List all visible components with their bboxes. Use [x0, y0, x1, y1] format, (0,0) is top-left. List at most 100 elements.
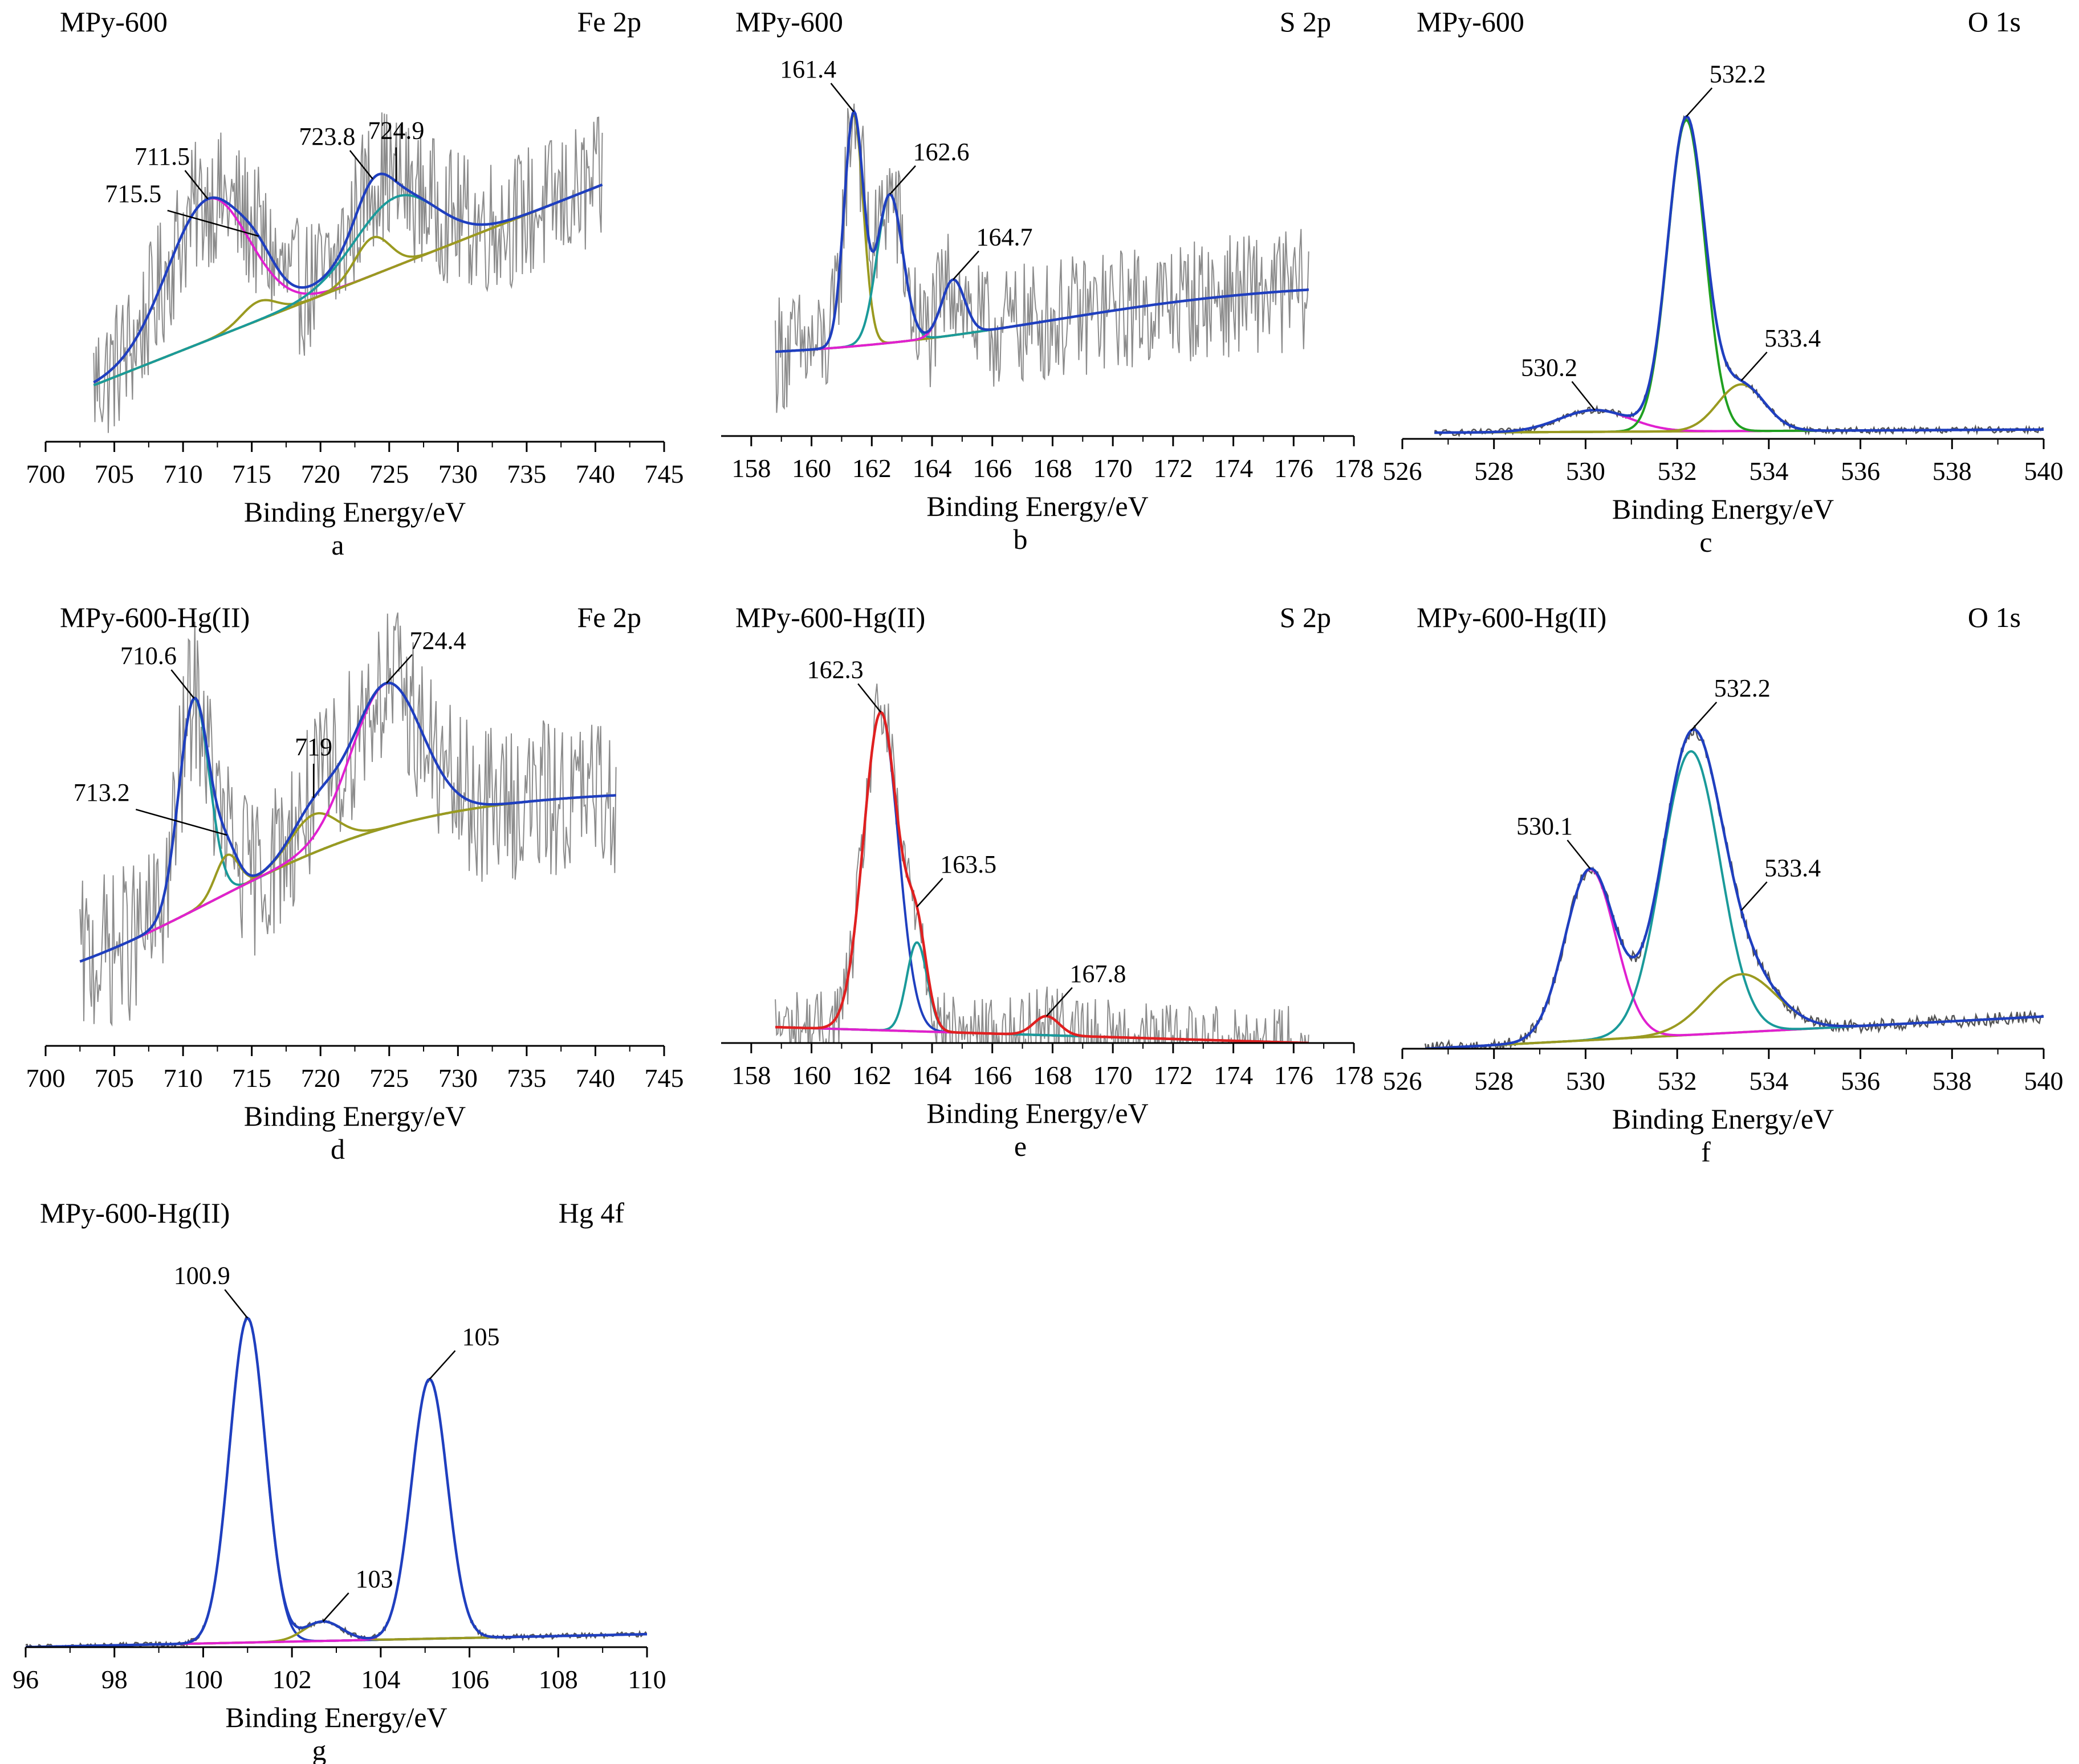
x-tick-label: 534 [1749, 1066, 1788, 1095]
plot-area [775, 683, 1309, 1043]
x-axis-label: Binding Energy/eV [926, 1097, 1148, 1129]
fit-peak-1 [1425, 750, 2044, 1049]
x-tick-label: 526 [1383, 1066, 1422, 1095]
x-tick-label: 108 [539, 1665, 578, 1694]
peak-annotation: 715.5 [105, 180, 161, 207]
x-axis-label: Binding Energy/eV [926, 490, 1148, 522]
annotation-leader [953, 250, 979, 280]
panel-letter: g [312, 1734, 327, 1764]
x-tick-label: 166 [973, 1061, 1012, 1090]
core-level-label: O 1s [1968, 6, 2021, 38]
sample-label: MPy-600-Hg(II) [60, 601, 250, 633]
peak-annotation: 533.4 [1764, 324, 1821, 352]
peak-annotation: 532.2 [1710, 60, 1766, 88]
x-tick-label: 106 [450, 1665, 489, 1694]
x-tick-label: 536 [1841, 457, 1880, 486]
x-tick-label: 172 [1153, 1061, 1193, 1090]
x-tick-label: 730 [438, 1064, 478, 1093]
peak-annotation: 533.4 [1764, 854, 1821, 882]
x-tick-label: 98 [101, 1665, 128, 1694]
x-tick-label: 735 [507, 1064, 546, 1093]
panel-letter: f [1701, 1136, 1711, 1168]
panel-e: 158 160 162 164 166 168 170 172 174 176 178 Binding… [721, 601, 1374, 1162]
plot-area [1434, 115, 2044, 438]
raw-spectrum [1434, 115, 2044, 438]
x-tick-label: 700 [26, 459, 66, 488]
annotation-leader [224, 1289, 249, 1319]
x-tick-label: 540 [2024, 1066, 2064, 1095]
x-tick-label: 96 [13, 1665, 39, 1694]
x-tick-label: 705 [95, 459, 134, 488]
x-tick-label: 178 [1335, 454, 1374, 483]
x-tick-label: 538 [1932, 1066, 1972, 1095]
x-axis-label: Binding Energy/eV [244, 1100, 466, 1132]
raw-spectrum [93, 112, 603, 433]
annotation-leader [322, 1592, 349, 1622]
x-tick-label: 532 [1658, 1066, 1697, 1095]
peak-annotation: 164.7 [977, 223, 1033, 251]
x-tick-label: 705 [95, 1064, 134, 1093]
panel-b: 158 160 162 164 166 168 170 172 174 176 178 Binding… [721, 6, 1374, 555]
fit-envelope [775, 710, 1309, 1043]
peak-annotation: 724.4 [409, 627, 466, 655]
x-tick-label: 532 [1658, 457, 1697, 486]
fit-peak-0 [775, 711, 1309, 1043]
peak-annotation: 723.8 [299, 123, 355, 150]
x-tick-label: 528 [1474, 1066, 1514, 1095]
x-tick-label: 725 [369, 459, 409, 488]
sample-label: MPy-600-Hg(II) [1417, 601, 1606, 633]
x-tick-label: 160 [792, 1061, 831, 1090]
annotation-leader [1571, 381, 1596, 411]
x-tick-label: 110 [628, 1665, 666, 1694]
x-tick-label: 160 [792, 454, 831, 483]
x-tick-label: 170 [1093, 454, 1133, 483]
fit-peak-2 [79, 794, 616, 963]
panel-f: 526 528 530 532 534 536 538 540 Binding Energy/e… [1383, 601, 2064, 1168]
x-tick-label: 162 [852, 454, 892, 483]
panel-letter: e [1014, 1130, 1027, 1162]
annotation-leader [349, 150, 373, 180]
x-tick-label: 166 [973, 454, 1012, 483]
sample-label: MPy-600 [735, 6, 843, 38]
annotation-leader [135, 809, 227, 836]
annotation-leader [1690, 702, 1718, 731]
x-axis-label: Binding Energy/eV [244, 496, 466, 528]
x-tick-label: 715 [232, 1064, 271, 1093]
core-level-label: Fe 2p [577, 601, 642, 633]
fit-envelope [93, 172, 603, 384]
annotation-leader [386, 654, 413, 684]
x-tick-label: 164 [913, 1061, 952, 1090]
sample-label: MPy-600 [60, 6, 168, 38]
peak-annotation: 724.9 [368, 117, 424, 145]
raw-spectrum [775, 683, 1309, 1043]
core-level-label: Fe 2p [577, 6, 642, 38]
peak-annotation: 161.4 [780, 55, 836, 83]
core-level-label: S 2p [1280, 6, 1331, 38]
annotation-leader [916, 878, 943, 907]
plot-area [79, 612, 617, 1027]
x-tick-label: 174 [1214, 454, 1253, 483]
panel-letter: a [331, 529, 344, 561]
panel-d: 700 705 710 715 720 725 730 735 740 745 Binding En… [26, 601, 684, 1165]
core-level-label: S 2p [1280, 601, 1331, 633]
peak-annotation: 167.8 [1069, 960, 1126, 988]
x-tick-label: 730 [438, 459, 478, 488]
fit-envelope [1425, 728, 2044, 1049]
core-level-label: O 1s [1968, 601, 2021, 633]
x-axis-label: Binding Energy/eV [225, 1701, 447, 1733]
fit-envelope [775, 109, 1309, 353]
peak-annotation: 100.9 [174, 1262, 230, 1290]
panel-letter: c [1699, 526, 1712, 558]
annotation-leader [830, 83, 855, 112]
annotation-leader [429, 1350, 456, 1380]
annotation-leader [1045, 987, 1073, 1017]
x-tick-label: 158 [731, 454, 771, 483]
peak-annotation: 532.2 [1714, 674, 1771, 702]
fit-envelope [79, 681, 616, 963]
peak-annotation: 713.2 [74, 779, 130, 806]
fit-envelope [26, 1316, 647, 1647]
x-tick-label: 172 [1153, 454, 1193, 483]
peak-annotation: 162.3 [807, 656, 864, 684]
x-tick-label: 100 [184, 1665, 223, 1694]
